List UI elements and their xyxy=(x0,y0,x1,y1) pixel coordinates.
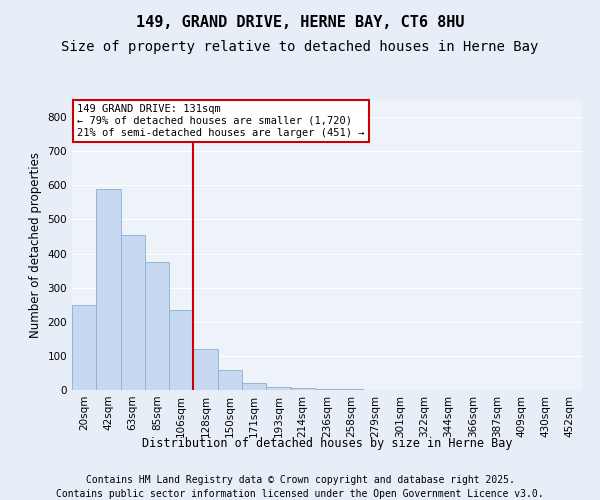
Y-axis label: Number of detached properties: Number of detached properties xyxy=(29,152,42,338)
Bar xyxy=(242,383,266,390)
Bar xyxy=(290,388,315,390)
Text: 149 GRAND DRIVE: 131sqm
← 79% of detached houses are smaller (1,720)
21% of semi: 149 GRAND DRIVE: 131sqm ← 79% of detache… xyxy=(77,104,365,138)
Text: Distribution of detached houses by size in Herne Bay: Distribution of detached houses by size … xyxy=(142,438,512,450)
Bar xyxy=(72,304,96,390)
Text: Contains public sector information licensed under the Open Government Licence v3: Contains public sector information licen… xyxy=(56,489,544,499)
Bar xyxy=(266,386,290,390)
Bar xyxy=(218,370,242,390)
Bar xyxy=(169,310,193,390)
Bar xyxy=(96,188,121,390)
Bar xyxy=(315,389,339,390)
Bar xyxy=(193,349,218,390)
Text: Size of property relative to detached houses in Herne Bay: Size of property relative to detached ho… xyxy=(61,40,539,54)
Text: 149, GRAND DRIVE, HERNE BAY, CT6 8HU: 149, GRAND DRIVE, HERNE BAY, CT6 8HU xyxy=(136,15,464,30)
Bar xyxy=(145,262,169,390)
Text: Contains HM Land Registry data © Crown copyright and database right 2025.: Contains HM Land Registry data © Crown c… xyxy=(86,475,514,485)
Bar xyxy=(121,235,145,390)
